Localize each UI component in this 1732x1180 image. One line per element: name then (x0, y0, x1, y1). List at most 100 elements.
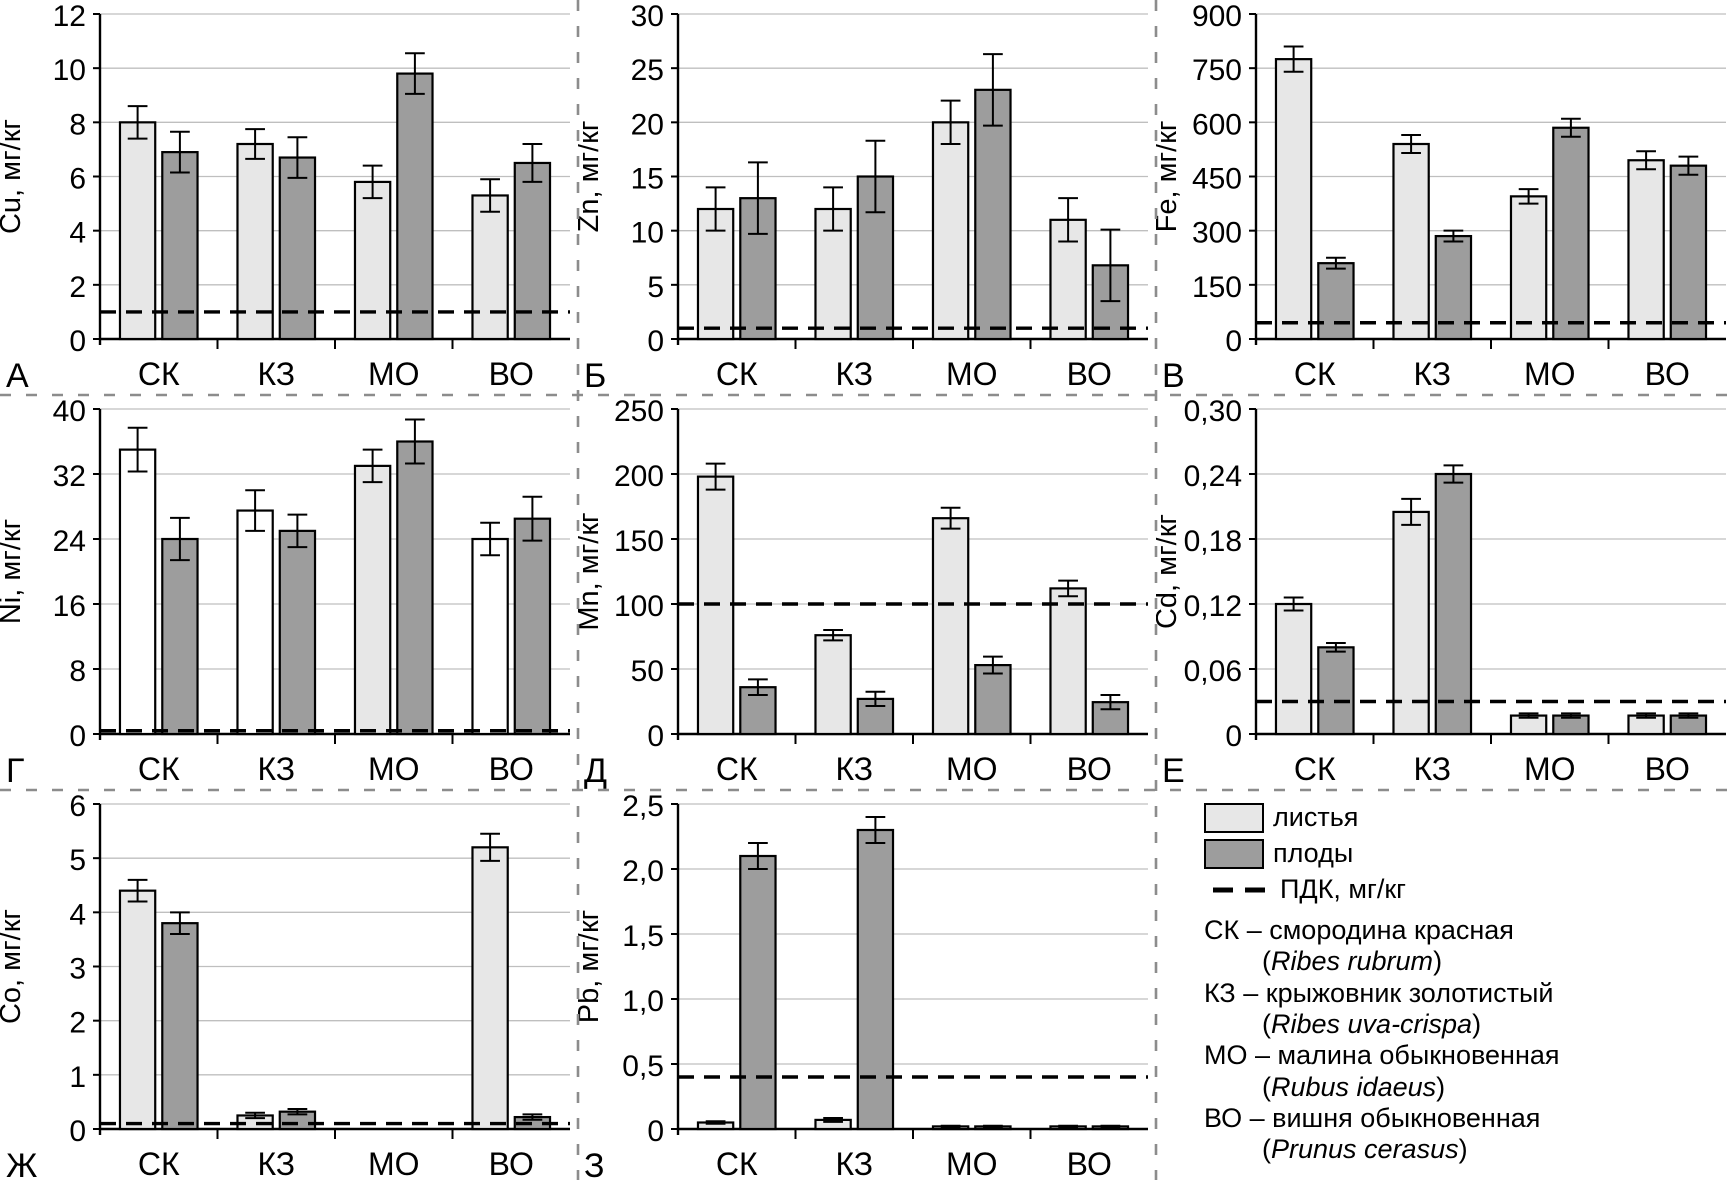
svg-text:0: 0 (647, 720, 664, 753)
svg-text:КЗ: КЗ (835, 751, 873, 787)
svg-text:СК: СК (1294, 356, 1336, 392)
svg-text:СК: СК (716, 356, 758, 392)
svg-text:16: 16 (53, 590, 86, 623)
svg-text:150: 150 (1192, 271, 1242, 304)
svg-text:250: 250 (614, 395, 664, 428)
svg-text:Cd, мг/кг: Cd, мг/кг (1156, 514, 1183, 629)
svg-text:СК: СК (138, 1146, 180, 1180)
svg-text:0,24: 0,24 (1184, 460, 1242, 493)
svg-text:ВО: ВО (1067, 1146, 1112, 1180)
svg-text:5: 5 (69, 844, 86, 877)
svg-text:СК: СК (138, 751, 180, 787)
svg-text:2: 2 (69, 271, 86, 304)
svg-text:32: 32 (53, 460, 86, 493)
svg-text:Zn, мг/кг: Zn, мг/кг (578, 121, 605, 233)
svg-text:0,12: 0,12 (1184, 590, 1242, 623)
svg-text:4: 4 (69, 898, 86, 931)
svg-text:МО: МО (368, 1146, 420, 1180)
svg-text:6: 6 (69, 163, 86, 196)
svg-text:СК: СК (716, 1146, 758, 1180)
svg-text:10: 10 (53, 54, 86, 87)
svg-text:КЗ: КЗ (257, 1146, 295, 1180)
svg-text:Ж: Ж (6, 1147, 37, 1180)
svg-text:0: 0 (69, 325, 86, 358)
svg-text:900: 900 (1192, 0, 1242, 33)
svg-text:МО: МО (1524, 356, 1576, 392)
svg-text:6: 6 (69, 790, 86, 823)
svg-text:0: 0 (1225, 325, 1242, 358)
svg-text:Pb, мг/кг: Pb, мг/кг (578, 910, 605, 1023)
svg-text:КЗ: КЗ (257, 751, 295, 787)
svg-text:А: А (6, 357, 29, 395)
svg-text:8: 8 (69, 655, 86, 688)
svg-text:Mn, мг/кг: Mn, мг/кг (578, 512, 605, 630)
svg-text:2,5: 2,5 (622, 790, 664, 823)
svg-text:150: 150 (614, 525, 664, 558)
svg-text:1: 1 (69, 1061, 86, 1094)
svg-text:Г: Г (6, 752, 24, 790)
svg-text:МО: МО (946, 751, 998, 787)
svg-text:СК: СК (1294, 751, 1336, 787)
svg-text:0,5: 0,5 (622, 1050, 664, 1083)
svg-text:Fe, мг/кг: Fe, мг/кг (1156, 121, 1183, 233)
svg-text:1,0: 1,0 (622, 985, 664, 1018)
svg-text:2,0: 2,0 (622, 855, 664, 888)
svg-text:МО: МО (946, 356, 998, 392)
svg-text:КЗ: КЗ (835, 1146, 873, 1180)
svg-text:ВО: ВО (489, 751, 534, 787)
svg-text:З: З (584, 1147, 605, 1180)
svg-text:КЗ: КЗ (1413, 356, 1451, 392)
svg-text:Д: Д (584, 752, 607, 790)
svg-text:8: 8 (69, 108, 86, 141)
svg-text:0,18: 0,18 (1184, 525, 1242, 558)
svg-text:Co, мг/кг: Co, мг/кг (0, 909, 27, 1024)
svg-text:МО: МО (368, 751, 420, 787)
svg-text:100: 100 (614, 590, 664, 623)
svg-text:Cu, мг/кг: Cu, мг/кг (0, 119, 27, 234)
svg-text:Е: Е (1162, 752, 1185, 790)
svg-text:ВО: ВО (1645, 356, 1690, 392)
svg-text:0: 0 (69, 1115, 86, 1148)
svg-text:КЗ: КЗ (1413, 751, 1451, 787)
svg-text:300: 300 (1192, 217, 1242, 250)
svg-text:КЗ: КЗ (835, 356, 873, 392)
svg-text:МО: МО (368, 356, 420, 392)
svg-text:ВО: ВО (489, 1146, 534, 1180)
svg-text:3: 3 (69, 953, 86, 986)
svg-text:30: 30 (631, 0, 664, 33)
svg-text:Б: Б (584, 357, 606, 395)
svg-text:5: 5 (647, 271, 664, 304)
svg-text:0: 0 (647, 1115, 664, 1148)
svg-text:В: В (1162, 357, 1185, 395)
svg-text:0,30: 0,30 (1184, 395, 1242, 428)
svg-text:МО: МО (1524, 751, 1576, 787)
svg-text:0: 0 (69, 720, 86, 753)
svg-text:25: 25 (631, 54, 664, 87)
svg-text:50: 50 (631, 655, 664, 688)
svg-text:15: 15 (631, 163, 664, 196)
svg-text:10: 10 (631, 217, 664, 250)
svg-text:12: 12 (53, 0, 86, 33)
svg-text:МО: МО (946, 1146, 998, 1180)
svg-text:4: 4 (69, 217, 86, 250)
svg-text:Ni, мг/кг: Ni, мг/кг (0, 519, 27, 624)
svg-text:ВО: ВО (1067, 356, 1112, 392)
svg-text:0: 0 (647, 325, 664, 358)
svg-text:СК: СК (716, 751, 758, 787)
svg-text:750: 750 (1192, 54, 1242, 87)
svg-text:1,5: 1,5 (622, 920, 664, 953)
svg-text:600: 600 (1192, 108, 1242, 141)
svg-text:СК: СК (138, 356, 180, 392)
svg-text:0,06: 0,06 (1184, 655, 1242, 688)
svg-text:КЗ: КЗ (257, 356, 295, 392)
svg-text:2: 2 (69, 1007, 86, 1040)
svg-text:ВО: ВО (1067, 751, 1112, 787)
svg-text:40: 40 (53, 395, 86, 428)
svg-text:0: 0 (1225, 720, 1242, 753)
svg-text:200: 200 (614, 460, 664, 493)
svg-text:ВО: ВО (489, 356, 534, 392)
svg-text:450: 450 (1192, 163, 1242, 196)
svg-text:ВО: ВО (1645, 751, 1690, 787)
svg-text:24: 24 (53, 525, 86, 558)
svg-text:20: 20 (631, 108, 664, 141)
